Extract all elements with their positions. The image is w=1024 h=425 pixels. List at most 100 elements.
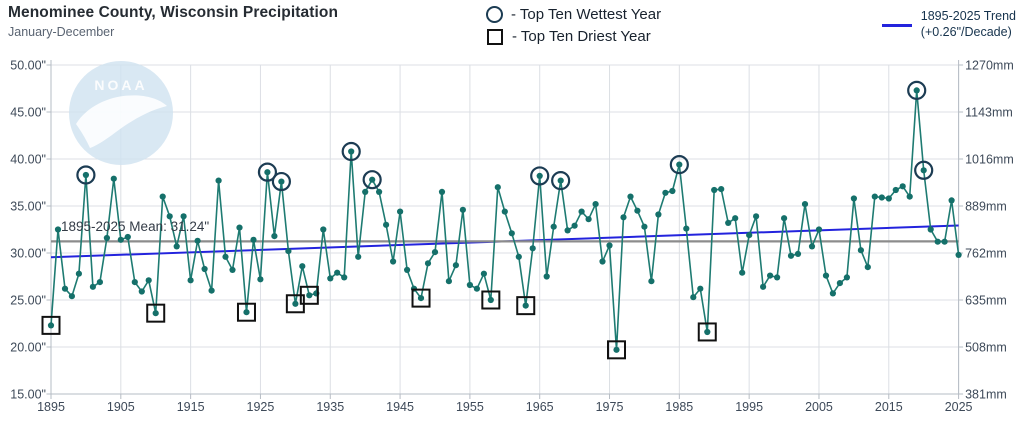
data-point[interactable] [103,234,110,242]
data-point[interactable] [550,223,557,230]
data-point[interactable] [711,186,718,194]
data-point[interactable] [718,186,725,193]
data-point[interactable] [327,275,334,282]
data-point[interactable] [334,269,341,276]
data-point[interactable] [61,285,69,292]
data-point[interactable] [194,237,201,244]
data-point[interactable] [529,245,536,252]
data-point[interactable] [110,175,117,182]
data-point[interactable] [920,167,927,174]
data-point[interactable] [47,322,55,329]
data-point[interactable] [627,193,634,200]
data-point[interactable] [850,195,858,202]
data-point[interactable] [173,243,180,250]
data-point[interactable] [494,184,501,191]
data-point[interactable] [725,219,732,226]
data-point[interactable] [899,183,906,190]
data-point[interactable] [592,201,599,208]
data-point[interactable] [648,278,655,285]
data-point[interactable] [732,215,739,222]
data-point[interactable] [152,310,159,317]
data-point[interactable] [599,258,606,265]
data-point[interactable] [285,248,292,255]
data-point[interactable] [369,176,376,183]
data-point[interactable] [774,274,781,281]
data-point[interactable] [871,193,878,200]
data-point[interactable] [815,226,823,233]
data-point[interactable] [404,266,411,273]
data-point[interactable] [138,288,145,295]
data-point[interactable] [829,290,837,297]
data-point[interactable] [243,309,250,316]
data-point[interactable] [571,222,578,229]
data-point[interactable] [445,278,452,285]
data-point[interactable] [257,276,264,283]
data-point[interactable] [459,206,466,213]
data-point[interactable] [808,243,816,250]
data-point[interactable] [229,266,236,273]
data-point[interactable] [767,272,774,279]
data-point[interactable] [431,249,439,256]
data-point[interactable] [822,272,830,279]
data-point[interactable] [913,87,920,94]
data-point[interactable] [376,188,383,195]
data-point[interactable] [676,161,683,168]
data-point[interactable] [75,270,82,277]
data-point[interactable] [452,262,459,269]
data-point[interactable] [634,207,641,214]
data-point[interactable] [487,296,494,304]
data-point[interactable] [662,189,669,196]
data-point[interactable] [864,264,871,271]
data-point[interactable] [669,187,676,195]
data-point[interactable] [180,213,187,220]
data-point[interactable] [124,233,131,241]
data-point[interactable] [306,292,313,299]
data-point[interactable] [739,269,746,276]
data-point[interactable] [955,251,962,258]
data-point[interactable] [906,193,913,200]
data-point[interactable] [613,346,620,353]
data-point[interactable] [801,201,809,208]
data-point[interactable] [438,188,446,195]
data-point[interactable] [746,232,753,239]
data-point[interactable] [208,287,215,294]
data-point[interactable] [466,281,473,289]
data-point[interactable] [704,328,711,336]
data-point[interactable] [397,208,404,215]
data-point[interactable] [292,300,299,307]
data-point[interactable] [522,302,529,309]
data-point[interactable] [473,285,480,292]
data-point[interactable] [543,273,550,280]
data-point[interactable] [941,238,948,245]
data-point[interactable] [606,242,613,249]
data-point[interactable] [236,224,243,231]
data-point[interactable] [89,283,96,290]
data-point[interactable] [355,253,362,260]
data-point[interactable] [641,223,648,230]
data-point[interactable] [948,197,955,204]
data-point[interactable] [348,148,355,155]
data-point[interactable] [878,194,885,201]
data-point[interactable] [417,295,425,302]
data-point[interactable] [934,238,941,245]
data-point[interactable] [843,274,851,281]
data-point[interactable] [362,188,369,195]
data-point[interactable] [760,283,767,290]
data-point[interactable] [390,258,397,265]
data-point[interactable] [683,225,690,232]
data-point[interactable] [166,213,173,220]
data-point[interactable] [585,216,592,223]
data-point[interactable] [557,177,564,184]
data-point[interactable] [159,193,166,200]
data-point[interactable] [753,213,760,220]
data-point[interactable] [787,252,795,259]
data-point[interactable] [278,178,285,185]
data-point[interactable] [480,270,487,277]
data-point[interactable] [383,221,390,228]
data-point[interactable] [781,215,788,222]
data-point[interactable] [515,253,522,260]
data-point[interactable] [690,294,697,301]
data-point[interactable] [927,226,934,233]
data-point[interactable] [82,171,89,179]
